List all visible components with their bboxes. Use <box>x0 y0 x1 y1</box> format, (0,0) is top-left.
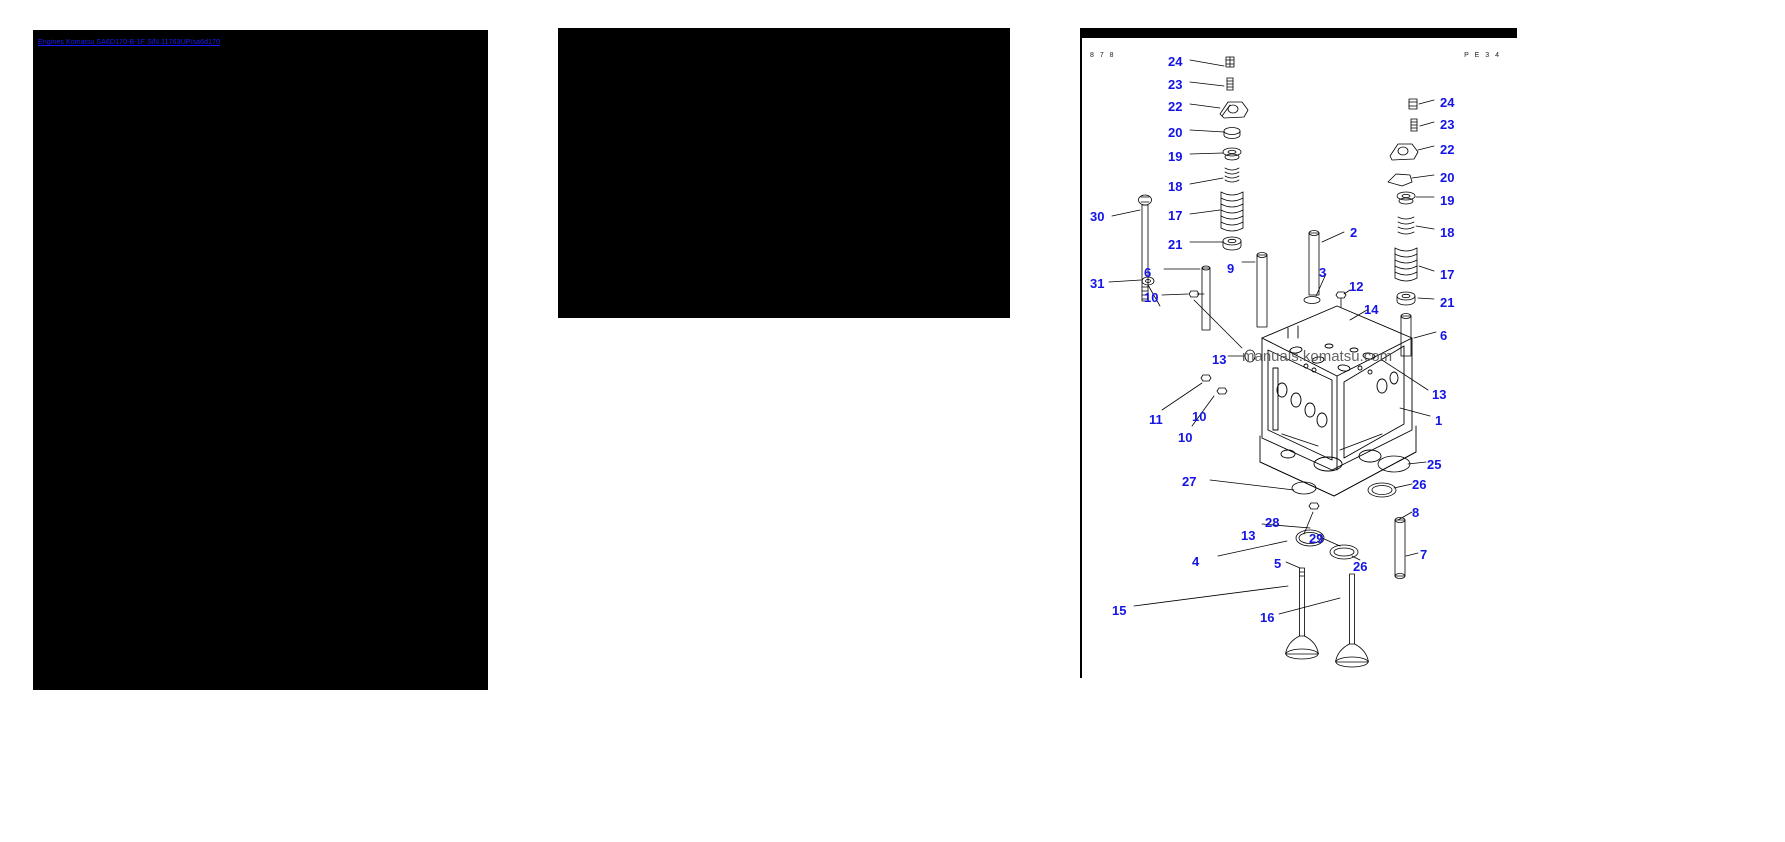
callout-number: 26 <box>1353 559 1368 574</box>
callout-number: 5 <box>1274 556 1282 571</box>
parts-diagram-panel[interactable]: 8 7 8 P E 3 4 <box>1080 28 1519 678</box>
callout-number: 18 <box>1168 179 1183 194</box>
callout-number: 10 <box>1178 430 1193 445</box>
callout-number: 3 <box>1319 265 1327 280</box>
figure-number: 8 7 8 <box>1090 52 1116 59</box>
callout-number: 28 <box>1265 515 1280 530</box>
callout-number: 1 <box>1435 413 1443 428</box>
callout-number: 25 <box>1427 457 1442 472</box>
callout-number: 20 <box>1168 125 1183 140</box>
callout-number: 11 <box>1149 412 1163 427</box>
watermark-text: manuals.komatsu.com <box>1242 348 1393 365</box>
callout-number: 13 <box>1241 528 1256 543</box>
callout-number: 18 <box>1440 225 1455 240</box>
document-title-link[interactable]: Engines Komatsu SA6D170-B-1F S/N 11763UP… <box>38 39 221 46</box>
callout-number: 17 <box>1440 267 1455 282</box>
callout-number: 29 <box>1309 531 1324 546</box>
callout-number: 23 <box>1440 117 1455 132</box>
callout-number: 27 <box>1182 474 1197 489</box>
callout-number: 19 <box>1440 193 1455 208</box>
callout-number: 12 <box>1349 279 1364 294</box>
callout-number: 26 <box>1412 477 1427 492</box>
callout-number: 14 <box>1364 302 1379 317</box>
sheet-number: P E 3 4 <box>1464 52 1501 59</box>
callout-number: 24 <box>1440 95 1455 110</box>
callout-number: 17 <box>1168 208 1183 223</box>
diagram-top-bar <box>1080 28 1517 38</box>
document-viewer-panel[interactable]: Engines Komatsu SA6D170-B-1F S/N 11763UP… <box>33 30 488 690</box>
callout-number: 4 <box>1192 554 1200 569</box>
callout-number: 15 <box>1112 603 1127 618</box>
callout-number: 30 <box>1090 209 1105 224</box>
callout-number: 21 <box>1168 237 1183 252</box>
callout-number: 22 <box>1168 99 1183 114</box>
callout-number: 16 <box>1260 610 1275 625</box>
callout-number: 31 <box>1090 276 1105 291</box>
callout-number: 6 <box>1144 265 1152 280</box>
callout-number: 7 <box>1420 547 1428 562</box>
callout-number: 19 <box>1168 149 1183 164</box>
callout-number: 10 <box>1144 290 1159 305</box>
callout-number: 20 <box>1440 170 1455 185</box>
callout-number: 10 <box>1192 409 1207 424</box>
diagram-page: 8 7 8 P E 3 4 <box>1080 38 1519 678</box>
preview-panel[interactable] <box>558 28 1010 318</box>
callout-number: 13 <box>1432 387 1447 402</box>
callout-number: 13 <box>1212 352 1227 367</box>
callout-number: 2 <box>1350 225 1358 240</box>
callout-number: 6 <box>1440 328 1448 343</box>
callout-number: 23 <box>1168 77 1183 92</box>
callout-number: 8 <box>1412 505 1420 520</box>
callout-number: 9 <box>1227 261 1235 276</box>
callout-number: 21 <box>1440 295 1455 310</box>
callout-number: 22 <box>1440 142 1455 157</box>
callout-number: 24 <box>1168 54 1183 69</box>
